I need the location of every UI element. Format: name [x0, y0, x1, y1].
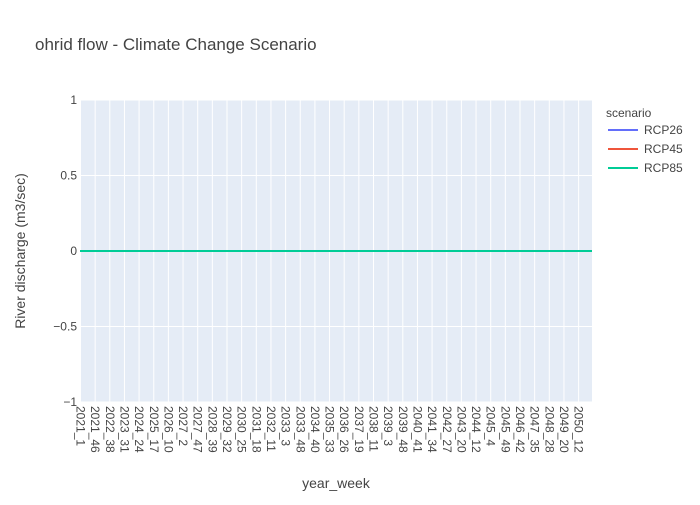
x-tick-label: 2048_28	[542, 406, 556, 453]
x-tick-label: 2031_18	[249, 406, 263, 453]
legend-item-rcp85[interactable]: RCP85	[608, 161, 683, 175]
x-tick-label: 2035_33	[323, 406, 337, 453]
y-axis-label: River discharge (m3/sec)	[12, 173, 28, 329]
x-tick-label: 2032_11	[264, 406, 278, 452]
y-tick-label: 1	[70, 93, 77, 107]
x-tick-label: 2039_3	[381, 406, 395, 446]
y-tick-labels: −1 −0.5 0 0.5 1	[53, 93, 77, 409]
x-tick-label: 2049_20	[557, 406, 571, 453]
x-tick-label: 2034_40	[308, 406, 322, 453]
x-tick-label: 2039_48	[396, 406, 410, 453]
x-tick-label: 2025_17	[147, 406, 161, 453]
x-tick-label: 2041_34	[425, 406, 439, 453]
legend-label: RCP45	[644, 142, 683, 156]
legend[interactable]: scenario RCP26 RCP45 RCP85	[606, 106, 683, 175]
x-tick-label: 2027_47	[191, 406, 205, 453]
x-tick-label: 2021_1	[74, 406, 88, 446]
chart-title: ohrid flow - Climate Change Scenario	[35, 35, 317, 54]
x-tick-label: 2037_19	[352, 406, 366, 453]
y-tick-label: 0	[70, 244, 77, 258]
x-tick-label: 2022_38	[103, 406, 117, 453]
x-tick-label: 2024_24	[132, 406, 146, 453]
x-tick-label: 2023_31	[117, 406, 131, 453]
x-tick-label: 2036_26	[337, 406, 351, 453]
x-tick-label: 2033_48	[293, 406, 307, 453]
x-tick-label: 2030_25	[235, 406, 249, 453]
x-tick-label: 2050_12	[572, 406, 586, 453]
x-tick-label: 2021_46	[88, 406, 102, 453]
x-tick-label: 2044_12	[469, 406, 483, 453]
y-tick-label: −0.5	[53, 320, 77, 334]
x-tick-label: 2029_32	[220, 406, 234, 453]
legend-label: RCP26	[644, 123, 683, 137]
y-tick-label: −1	[63, 395, 77, 409]
x-tick-label: 2045_4	[484, 406, 498, 446]
x-tick-label: 2043_20	[454, 406, 468, 453]
x-tick-label: 2027_2	[176, 406, 190, 446]
x-tick-labels: 2021_1 2021_46 2022_38 2023_31 2024_24 2025_1…	[74, 406, 586, 453]
x-tick-label: 2047_35	[528, 406, 542, 453]
x-axis-label: year_week	[302, 475, 371, 491]
x-tick-label: 2028_39	[205, 406, 219, 453]
x-tick-label: 2045_49	[498, 406, 512, 453]
legend-items[interactable]: RCP26 RCP45 RCP85	[608, 123, 683, 175]
x-tick-label: 2042_27	[440, 406, 454, 453]
legend-item-rcp45[interactable]: RCP45	[608, 142, 683, 156]
legend-item-rcp26[interactable]: RCP26	[608, 123, 683, 137]
x-tick-label: 2038_11	[367, 406, 381, 452]
x-tick-label: 2046_42	[513, 406, 527, 453]
x-tick-label: 2026_10	[161, 406, 175, 453]
legend-title: scenario	[606, 106, 652, 120]
y-tick-label: 0.5	[60, 169, 77, 183]
legend-label: RCP85	[644, 161, 683, 175]
x-tick-label: 2033_3	[279, 406, 293, 446]
x-tick-label: 2040_41	[410, 406, 424, 453]
